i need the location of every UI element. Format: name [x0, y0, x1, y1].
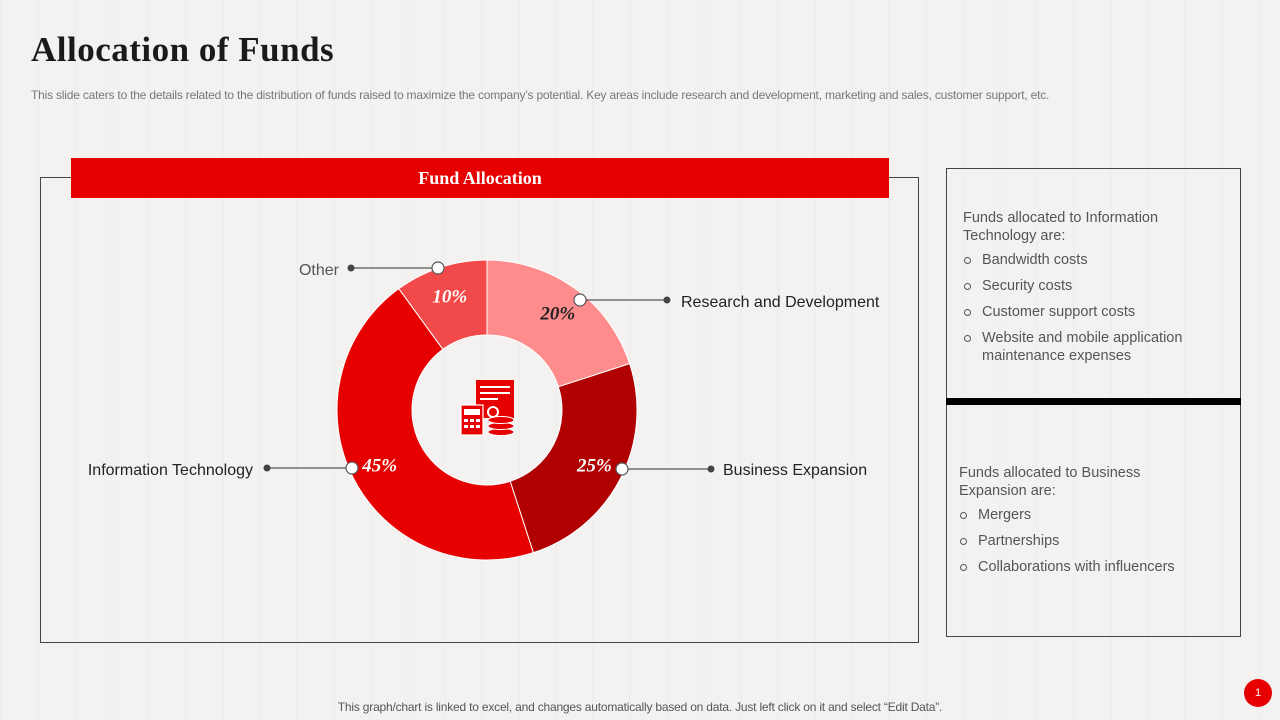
data-label-other: 10% — [432, 286, 467, 307]
leader-end-dot — [663, 296, 671, 304]
list-item: Bandwidth costs — [963, 251, 1203, 269]
data-label-business-expansion: 25% — [576, 456, 612, 477]
slice-information-technology[interactable] — [336, 287, 534, 561]
category-label-business-expansion: Business Expansion — [723, 462, 867, 479]
page-title: Allocation of Funds — [31, 30, 335, 69]
it-allocation-list: Bandwidth costs Security costs Customer … — [963, 251, 1203, 365]
slice-other[interactable] — [398, 259, 488, 351]
finance-documents-coins-icon — [460, 380, 515, 436]
slice-business-expansion[interactable] — [509, 363, 638, 554]
list-item: Security costs — [963, 277, 1203, 295]
leader-marker — [345, 461, 359, 475]
list-item: Website and mobile application maintenan… — [963, 329, 1203, 365]
leader-end-dot — [347, 264, 355, 272]
list-item: Partnerships — [959, 532, 1209, 550]
data-label-information-technology: 45% — [361, 456, 397, 477]
leader-end-dot — [263, 464, 271, 472]
business-allocation-block: Funds allocated to Business Expansion ar… — [959, 464, 1209, 584]
panel-divider — [946, 398, 1241, 405]
category-label-research-and-development: Research and Development — [681, 294, 880, 311]
leader-end-dot — [707, 465, 715, 473]
footnote: This graph/chart is linked to excel, and… — [337, 700, 943, 714]
slice-research-and-development[interactable] — [486, 259, 631, 388]
leader-marker — [431, 261, 445, 275]
business-allocation-heading: Funds allocated to Business Expansion ar… — [959, 465, 1141, 499]
it-allocation-block: Funds allocated to Information Technolog… — [963, 209, 1203, 373]
page-subtitle: This slide caters to the details related… — [31, 88, 1050, 102]
chart-title: Fund Allocation — [71, 158, 889, 198]
list-item: Mergers — [959, 506, 1209, 524]
category-label-other: Other — [299, 262, 340, 279]
it-allocation-heading: Funds allocated to Information Technolog… — [963, 210, 1159, 244]
page-number-badge: 1 — [1244, 679, 1272, 707]
leader-marker — [615, 462, 629, 476]
leader-marker — [573, 293, 587, 307]
business-allocation-list: Mergers Partnerships Collaborations with… — [959, 506, 1209, 576]
list-item: Collaborations with influencers — [959, 558, 1209, 576]
category-label-information-technology: Information Technology — [88, 462, 253, 479]
list-item: Customer support costs — [963, 303, 1203, 321]
data-label-research-and-development: 20% — [539, 304, 575, 325]
